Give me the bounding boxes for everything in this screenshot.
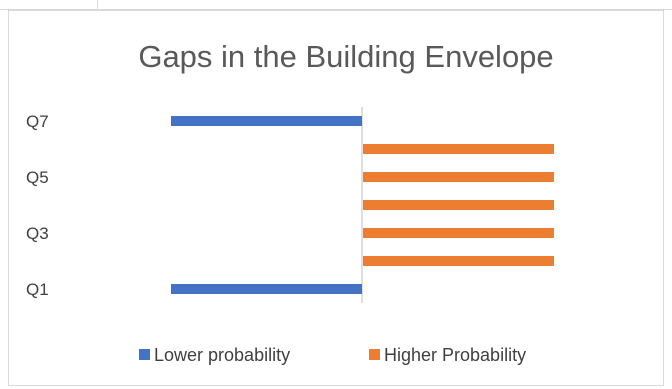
bar-group bbox=[171, 116, 554, 294]
bar-q4-higher-probability[interactable] bbox=[363, 200, 554, 210]
bar-chart: Gaps in the Building Envelope Q1 Q3 Q5 Q7 L… bbox=[26, 39, 554, 365]
sheet-gridline-column bbox=[97, 0, 98, 10]
category-axis-labels: Q1 Q3 Q5 Q7 bbox=[26, 112, 49, 299]
tick-label-q1: Q1 bbox=[26, 280, 49, 299]
tick-label-q3: Q3 bbox=[26, 224, 49, 243]
bar-q6-higher-probability[interactable] bbox=[363, 144, 554, 154]
legend-label-lower-probability: Lower probability bbox=[154, 345, 290, 365]
bar-q7-lower-probability[interactable] bbox=[171, 116, 362, 126]
bar-q1-lower-probability[interactable] bbox=[171, 284, 362, 294]
bar-q2-higher-probability[interactable] bbox=[363, 256, 554, 266]
tick-label-q5: Q5 bbox=[26, 168, 49, 187]
sheet-gridline-row bbox=[0, 0, 672, 10]
bar-q5-higher-probability[interactable] bbox=[363, 172, 554, 182]
tick-label-q7: Q7 bbox=[26, 112, 49, 131]
legend-swatch-lower-probability bbox=[139, 349, 150, 360]
legend: Lower probability Higher Probability bbox=[139, 345, 526, 365]
legend-swatch-higher-probability bbox=[369, 349, 380, 360]
chart-title: Gaps in the Building Envelope bbox=[138, 39, 553, 74]
legend-label-higher-probability: Higher Probability bbox=[384, 345, 526, 365]
chart-area[interactable]: Gaps in the Building Envelope Q1 Q3 Q5 Q7 L… bbox=[8, 10, 664, 386]
bar-q3-higher-probability[interactable] bbox=[363, 228, 554, 238]
